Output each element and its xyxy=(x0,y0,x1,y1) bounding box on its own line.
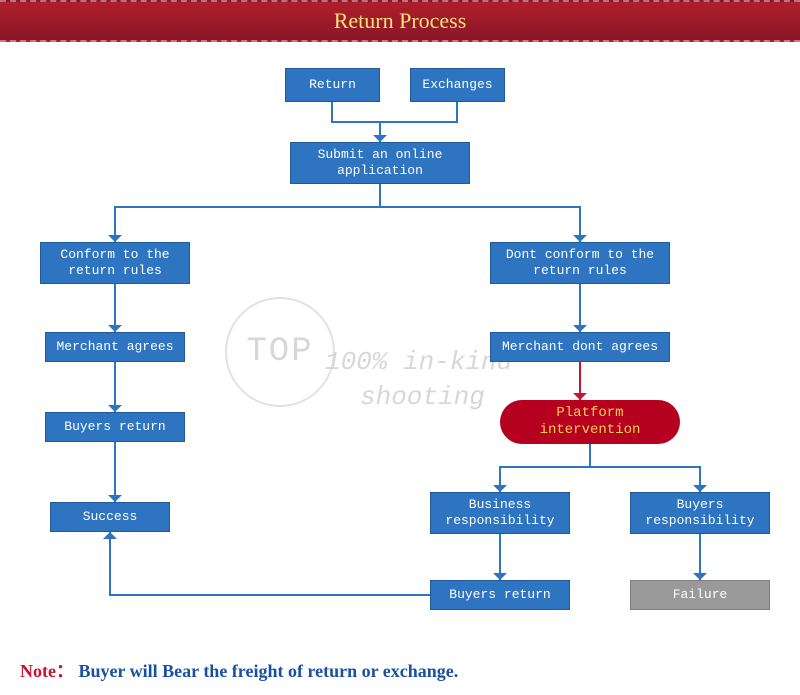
node-buyers_return_r: Buyers return xyxy=(430,580,570,610)
node-success: Success xyxy=(50,502,170,532)
node-conform: Conform to thereturn rules xyxy=(40,242,190,284)
banner: Return Process xyxy=(0,0,800,42)
banner-title: Return Process xyxy=(334,8,467,34)
node-m_agree: Merchant agrees xyxy=(45,332,185,362)
node-platform: Platformintervention xyxy=(500,400,680,444)
footer-note-lead: Note： xyxy=(20,661,74,681)
node-submit: Submit an onlineapplication xyxy=(290,142,470,184)
node-return: Return xyxy=(285,68,380,102)
node-biz_resp: Businessresponsibility xyxy=(430,492,570,534)
footer-note-body: Buyer will Bear the freight of return or… xyxy=(78,661,458,681)
footer-note: Note： Buyer will Bear the freight of ret… xyxy=(20,657,458,683)
node-buy_resp: Buyersresponsibility xyxy=(630,492,770,534)
node-notconform: Dont conform to thereturn rules xyxy=(490,242,670,284)
watermark-top-circle: TOP xyxy=(225,297,335,407)
node-m_disagree: Merchant dont agrees xyxy=(490,332,670,362)
flowchart-canvas: TOP 100% in-kind shooting Failure Buyers … xyxy=(0,42,800,695)
node-buyers_return_l: Buyers return xyxy=(45,412,185,442)
node-failure: Failure xyxy=(630,580,770,610)
watermark-line1: 100% in-kind xyxy=(325,347,512,377)
watermark-line2: shooting xyxy=(360,382,485,412)
node-exchanges: Exchanges xyxy=(410,68,505,102)
